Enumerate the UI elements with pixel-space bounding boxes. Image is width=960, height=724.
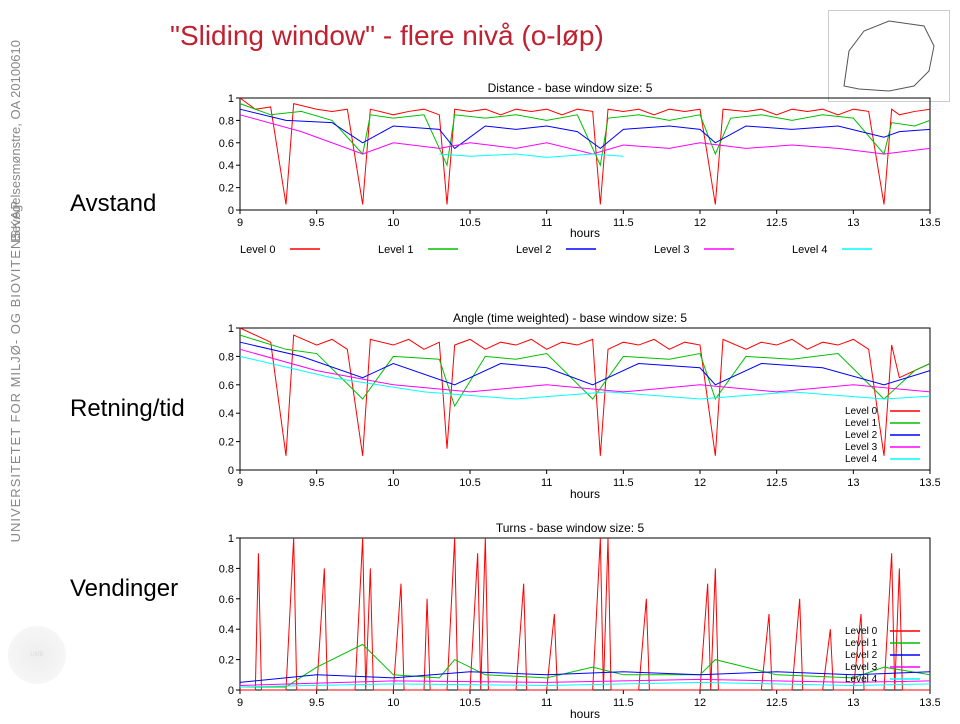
svg-text:10: 10 bbox=[387, 217, 399, 229]
svg-text:0.8: 0.8 bbox=[219, 351, 234, 363]
svg-text:Level 1: Level 1 bbox=[845, 418, 878, 429]
svg-text:12: 12 bbox=[694, 697, 706, 709]
chart-turns: Turns - base window size: 5 0 0.2 0.4 0.6 0.8… bbox=[200, 520, 940, 720]
svg-text:Level 3: Level 3 bbox=[654, 244, 689, 255]
svg-text:Level 1: Level 1 bbox=[378, 244, 413, 255]
svg-text:Level 2: Level 2 bbox=[845, 430, 878, 441]
row-label-distance: Avstand bbox=[70, 190, 156, 218]
svg-text:0: 0 bbox=[228, 465, 234, 477]
svg-text:Level 0: Level 0 bbox=[845, 626, 878, 637]
svg-text:Level 1: Level 1 bbox=[845, 638, 878, 649]
svg-text:10.5: 10.5 bbox=[459, 477, 480, 489]
side-university: UNIVERSITETET FOR MILJØ- OG BIOVITENSKAP bbox=[8, 200, 23, 542]
svg-text:Angle (time weighted) - base w: Angle (time weighted) - base window size… bbox=[453, 311, 687, 325]
svg-text:10.5: 10.5 bbox=[459, 697, 480, 709]
svg-text:1: 1 bbox=[228, 323, 234, 335]
svg-text:Level 2: Level 2 bbox=[516, 244, 551, 255]
row-label-turns: Vendinger bbox=[70, 575, 178, 603]
svg-text:Level 2: Level 2 bbox=[845, 650, 878, 661]
svg-text:0.8: 0.8 bbox=[219, 563, 234, 575]
svg-text:10: 10 bbox=[387, 697, 399, 709]
svg-text:0.4: 0.4 bbox=[219, 160, 234, 172]
svg-text:11.5: 11.5 bbox=[613, 477, 634, 489]
svg-text:9.5: 9.5 bbox=[309, 477, 324, 489]
svg-text:11.5: 11.5 bbox=[613, 217, 634, 229]
svg-text:11: 11 bbox=[541, 477, 552, 489]
svg-text:Level 3: Level 3 bbox=[845, 662, 878, 673]
svg-text:9.5: 9.5 bbox=[309, 217, 324, 229]
svg-text:0.2: 0.2 bbox=[219, 655, 234, 667]
svg-text:12.5: 12.5 bbox=[766, 697, 787, 709]
svg-text:0.2: 0.2 bbox=[219, 437, 234, 449]
svg-text:Distance - base window size: 5: Distance - base window size: 5 bbox=[488, 81, 653, 95]
svg-text:Turns - base window size: 5: Turns - base window size: 5 bbox=[496, 521, 645, 535]
svg-text:1: 1 bbox=[228, 533, 234, 545]
svg-text:10.5: 10.5 bbox=[459, 217, 480, 229]
svg-text:0: 0 bbox=[228, 685, 234, 697]
svg-text:Level 3: Level 3 bbox=[845, 442, 878, 453]
chart-distance: Distance - base window size: 5 0 0.2 0.4 0.6… bbox=[200, 80, 940, 255]
svg-text:13: 13 bbox=[847, 217, 859, 229]
svg-text:12: 12 bbox=[694, 217, 706, 229]
svg-text:12.5: 12.5 bbox=[766, 217, 787, 229]
svg-text:Level 4: Level 4 bbox=[845, 674, 878, 685]
svg-text:13: 13 bbox=[847, 697, 859, 709]
svg-text:0.6: 0.6 bbox=[219, 594, 234, 606]
row-label-angle: Retning/tid bbox=[70, 395, 185, 423]
svg-text:13.5: 13.5 bbox=[919, 697, 940, 709]
svg-text:hours: hours bbox=[570, 487, 600, 500]
svg-text:0.4: 0.4 bbox=[219, 624, 234, 636]
svg-text:0.6: 0.6 bbox=[219, 138, 234, 150]
svg-text:12.5: 12.5 bbox=[766, 477, 787, 489]
svg-text:11: 11 bbox=[541, 697, 552, 709]
svg-text:Level 4: Level 4 bbox=[792, 244, 827, 255]
svg-text:13.5: 13.5 bbox=[919, 477, 940, 489]
svg-text:Level 0: Level 0 bbox=[845, 406, 878, 417]
svg-text:Level 4: Level 4 bbox=[845, 454, 878, 465]
svg-text:13.5: 13.5 bbox=[919, 217, 940, 229]
svg-text:9: 9 bbox=[237, 697, 243, 709]
svg-text:12: 12 bbox=[694, 477, 706, 489]
svg-text:0: 0 bbox=[228, 205, 234, 217]
svg-text:0.6: 0.6 bbox=[219, 380, 234, 392]
svg-text:0.8: 0.8 bbox=[219, 115, 234, 127]
svg-text:9: 9 bbox=[237, 217, 243, 229]
svg-text:13: 13 bbox=[847, 477, 859, 489]
svg-text:0.4: 0.4 bbox=[219, 408, 234, 420]
svg-text:hours: hours bbox=[570, 707, 600, 720]
svg-text:1: 1 bbox=[228, 93, 234, 105]
chart-angle: Angle (time weighted) - base window size… bbox=[200, 310, 940, 500]
university-logo: UMB bbox=[8, 626, 66, 684]
svg-text:11.5: 11.5 bbox=[613, 697, 634, 709]
svg-text:10: 10 bbox=[387, 477, 399, 489]
svg-text:11: 11 bbox=[541, 217, 552, 229]
svg-text:9: 9 bbox=[237, 477, 243, 489]
svg-text:0.2: 0.2 bbox=[219, 183, 234, 195]
page-title: "Sliding window" - flere nivå (o-løp) bbox=[170, 20, 604, 52]
svg-text:9.5: 9.5 bbox=[309, 697, 324, 709]
svg-text:hours: hours bbox=[570, 226, 600, 240]
svg-text:Level 0: Level 0 bbox=[240, 244, 275, 255]
